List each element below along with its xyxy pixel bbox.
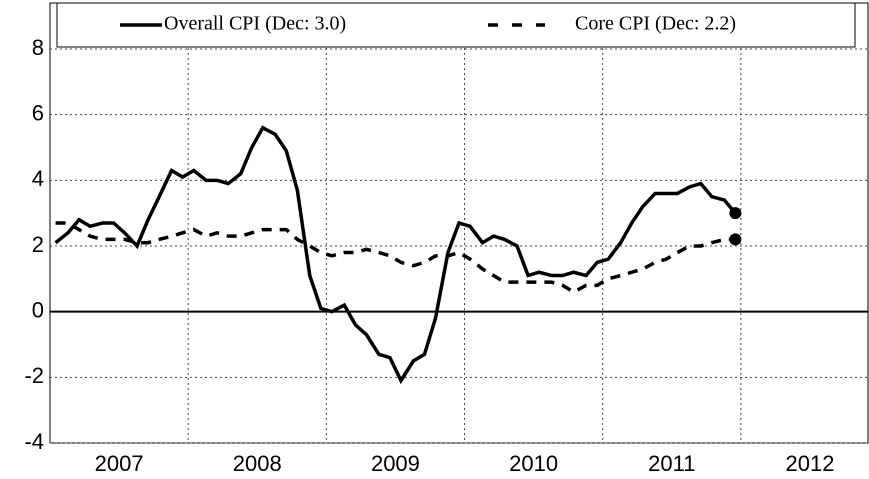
x-tick-label: 2008 <box>233 451 282 476</box>
series-line <box>54 125 737 385</box>
x-tick-label: 2012 <box>785 451 834 476</box>
x-tick-label: 2011 <box>648 451 695 476</box>
legend-label: Overall CPI (Dec: 3.0) <box>164 13 346 35</box>
x-tick-label: 2010 <box>509 451 558 476</box>
y-tick-label: 8 <box>32 35 44 60</box>
y-tick-label: 2 <box>32 232 44 257</box>
y-tick-label: 6 <box>32 100 44 125</box>
y-tick-label: 0 <box>32 297 44 322</box>
x-tick-label: 2009 <box>371 451 420 476</box>
series-line <box>55 221 736 294</box>
legend-box <box>56 2 856 48</box>
y-tick-label: -2 <box>24 363 44 388</box>
y-tick-label: 4 <box>32 166 44 191</box>
y-tick-label: -4 <box>24 429 44 454</box>
legend-label: Core CPI (Dec: 2.2) <box>575 13 736 35</box>
end-marker <box>729 233 742 246</box>
x-tick-label: 2007 <box>95 451 144 476</box>
end-marker <box>729 207 742 220</box>
